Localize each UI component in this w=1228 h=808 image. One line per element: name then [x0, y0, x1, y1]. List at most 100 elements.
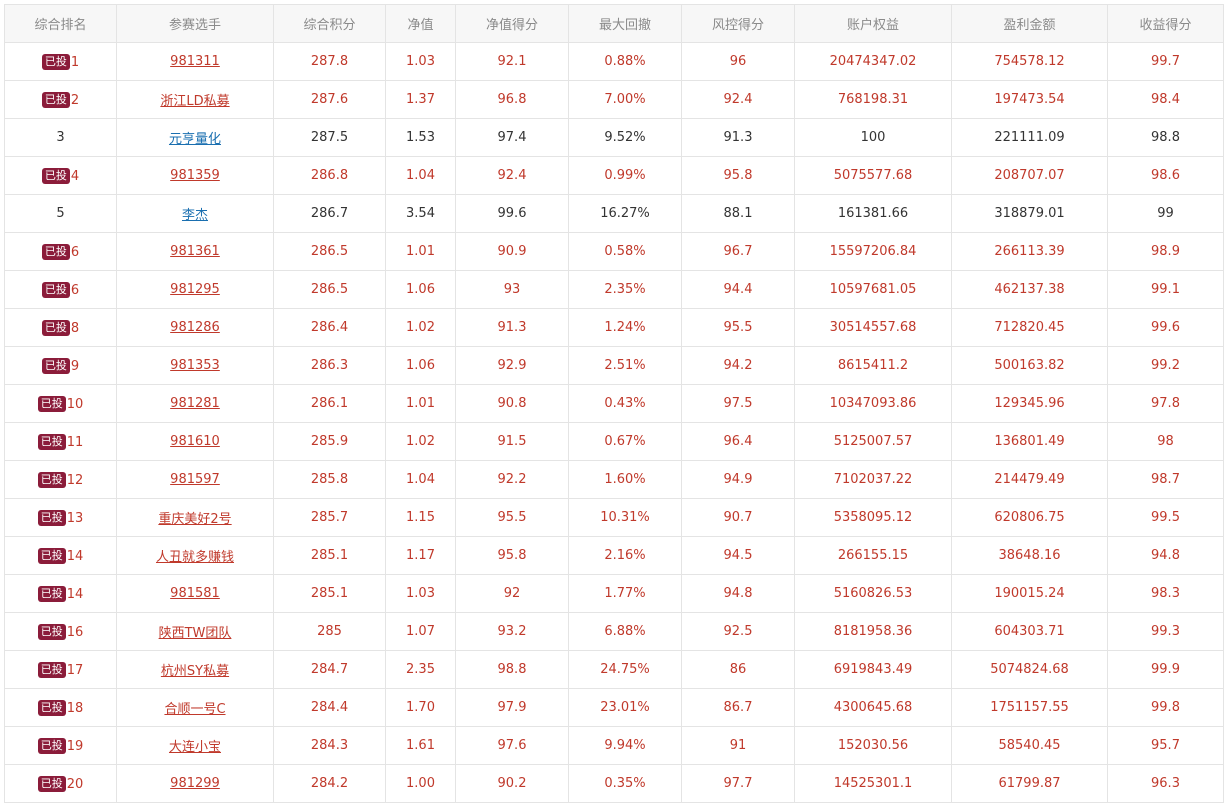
total-score-cell: 286.3	[273, 346, 386, 385]
player-link[interactable]: 合顺一号C	[164, 702, 226, 717]
nav-cell: 2.35	[385, 650, 456, 689]
return-score-cell: 99.5	[1107, 498, 1224, 537]
header-player[interactable]: 参赛选手	[116, 4, 274, 43]
player-link[interactable]: 981281	[170, 396, 220, 411]
max-drawdown-cell: 0.88%	[568, 42, 682, 81]
invested-badge: 已投	[37, 585, 66, 602]
invested-badge: 已投	[37, 395, 66, 412]
nav-score-cell: 97.9	[455, 688, 569, 727]
total-score-cell: 285.7	[273, 498, 386, 537]
total-score-cell: 284.3	[273, 726, 386, 765]
profit-cell: 61799.87	[951, 764, 1108, 803]
total-score-cell: 285.1	[273, 574, 386, 613]
nav-cell: 1.15	[385, 498, 456, 537]
table-row: 已投 2 浙江LD私募 287.6 1.37 96.8 7.00% 92.4 768198.31…	[4, 80, 1224, 119]
nav-cell: 1.07	[385, 612, 456, 651]
player-link[interactable]: 浙江LD私募	[160, 94, 230, 109]
invested-badge: 已投	[37, 547, 66, 564]
nav-cell: 1.37	[385, 80, 456, 119]
total-score-cell: 287.5	[273, 118, 386, 157]
player-link[interactable]: 981311	[170, 54, 220, 69]
player-cell: 981610	[116, 422, 274, 461]
header-profit[interactable]: 盈利金额	[951, 4, 1108, 43]
player-link[interactable]: 重庆美好2号	[158, 512, 232, 527]
player-link[interactable]: 981361	[170, 244, 220, 259]
rank-number: 10	[66, 396, 84, 412]
return-score-cell: 98.9	[1107, 232, 1224, 271]
rank-cell: 已投 6	[4, 232, 117, 271]
max-drawdown-cell: 23.01%	[568, 688, 682, 727]
player-link[interactable]: 大连小宝	[168, 740, 221, 755]
nav-score-cell: 92	[455, 574, 569, 613]
risk-score-cell: 95.5	[681, 308, 795, 347]
equity-cell: 30514557.68	[794, 308, 952, 347]
player-link[interactable]: 人丑就多赚钱	[155, 550, 234, 565]
player-link[interactable]: 陕西TW团队	[158, 626, 232, 641]
player-link[interactable]: 981286	[170, 320, 220, 335]
total-score-cell: 286.5	[273, 232, 386, 271]
header-nav[interactable]: 净值	[385, 4, 456, 43]
max-drawdown-cell: 0.35%	[568, 764, 682, 803]
player-link[interactable]: 元亨量化	[168, 132, 221, 147]
invested-badge: 已投	[37, 471, 66, 488]
table-row: 已投 18 合顺一号C 284.4 1.70 97.9 23.01% 86.7 4300645.…	[4, 688, 1224, 727]
header-total-score[interactable]: 综合积分	[273, 4, 386, 43]
risk-score-cell: 94.5	[681, 536, 795, 575]
player-cell: 合顺一号C	[116, 688, 274, 727]
equity-cell: 20474347.02	[794, 42, 952, 81]
invested-badge: 已投	[37, 433, 66, 450]
equity-cell: 5160826.53	[794, 574, 952, 613]
invested-badge: 已投	[41, 319, 70, 336]
equity-cell: 10597681.05	[794, 270, 952, 309]
rank-number: 3	[56, 130, 65, 145]
player-link[interactable]: 981359	[170, 168, 220, 183]
profit-cell: 318879.01	[951, 194, 1108, 233]
player-link[interactable]: 李杰	[181, 208, 208, 223]
rank-cell: 已投 4	[4, 156, 117, 195]
player-link[interactable]: 981581	[170, 586, 220, 601]
max-drawdown-cell: 0.58%	[568, 232, 682, 271]
risk-score-cell: 90.7	[681, 498, 795, 537]
rank-cell: 已投 17	[4, 650, 117, 689]
profit-cell: 712820.45	[951, 308, 1108, 347]
header-return-score[interactable]: 收益得分	[1107, 4, 1224, 43]
nav-cell: 1.04	[385, 460, 456, 499]
max-drawdown-cell: 2.51%	[568, 346, 682, 385]
header-max-drawdown[interactable]: 最大回撤	[568, 4, 682, 43]
player-link[interactable]: 981353	[170, 358, 220, 373]
player-link[interactable]: 杭州SY私募	[160, 664, 230, 679]
nav-cell: 1.00	[385, 764, 456, 803]
rank-cell: 已投 14	[4, 536, 117, 575]
return-score-cell: 97.8	[1107, 384, 1224, 423]
player-link[interactable]: 981610	[170, 434, 220, 449]
header-nav-score[interactable]: 净值得分	[455, 4, 569, 43]
rank-cell: 已投 9	[4, 346, 117, 385]
risk-score-cell: 94.2	[681, 346, 795, 385]
nav-score-cell: 98.8	[455, 650, 569, 689]
profit-cell: 266113.39	[951, 232, 1108, 271]
player-cell: 人丑就多赚钱	[116, 536, 274, 575]
equity-cell: 161381.66	[794, 194, 952, 233]
player-link[interactable]: 981299	[170, 776, 220, 791]
max-drawdown-cell: 7.00%	[568, 80, 682, 119]
header-rank[interactable]: 综合排名	[4, 4, 117, 43]
nav-score-cell: 93	[455, 270, 569, 309]
profit-cell: 221111.09	[951, 118, 1108, 157]
nav-cell: 1.03	[385, 42, 456, 81]
player-link[interactable]: 981295	[170, 282, 220, 297]
rank-cell: 已投 1	[4, 42, 117, 81]
table-header-row: 综合排名 参赛选手 综合积分 净值 净值得分 最大回撤 风控得分 账户权益 盈利…	[4, 4, 1224, 43]
nav-cell: 1.17	[385, 536, 456, 575]
header-risk-score[interactable]: 风控得分	[681, 4, 795, 43]
nav-cell: 1.61	[385, 726, 456, 765]
player-link[interactable]: 981597	[170, 472, 220, 487]
nav-score-cell: 91.5	[455, 422, 569, 461]
rank-number: 8	[70, 320, 80, 336]
total-score-cell: 286.4	[273, 308, 386, 347]
rank-number: 4	[70, 168, 80, 184]
return-score-cell: 98.3	[1107, 574, 1224, 613]
equity-cell: 8181958.36	[794, 612, 952, 651]
header-equity[interactable]: 账户权益	[794, 4, 952, 43]
total-score-cell: 284.2	[273, 764, 386, 803]
player-cell: 重庆美好2号	[116, 498, 274, 537]
